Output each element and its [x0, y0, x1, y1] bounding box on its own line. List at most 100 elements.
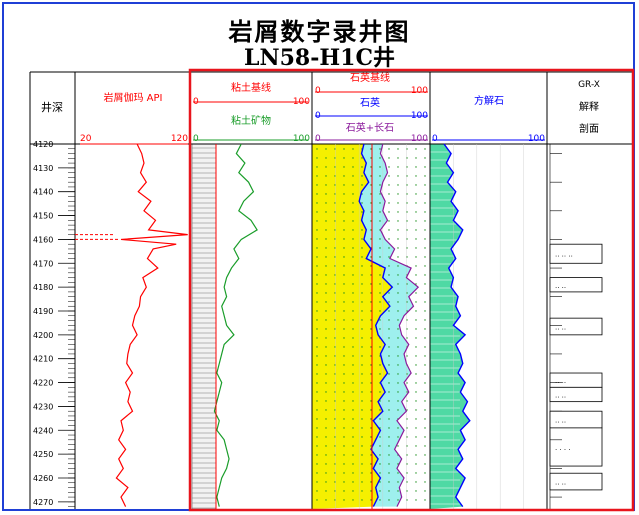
- depth-label: 4270: [33, 498, 53, 507]
- depth-label: 4150: [33, 212, 53, 221]
- quartz-dot: [397, 355, 399, 357]
- quartz-dot: [361, 445, 363, 447]
- quartz-dot: [415, 229, 417, 231]
- depth-label: 4180: [33, 283, 53, 292]
- quartz-dot: [379, 463, 381, 465]
- quartz-dot: [352, 220, 354, 222]
- quartz-dot: [361, 166, 363, 168]
- quartz-dot: [316, 193, 318, 195]
- quartz-dot: [334, 247, 336, 249]
- quartz-dot: [406, 301, 408, 303]
- quartz-dot: [415, 238, 417, 240]
- quartz-dot: [379, 202, 381, 204]
- quartz-dot: [397, 328, 399, 330]
- quartz-dot: [415, 175, 417, 177]
- quartz-dot: [379, 238, 381, 240]
- quartz-dot: [379, 328, 381, 330]
- quartz-dot: [343, 409, 345, 411]
- quartz-dot: [352, 490, 354, 492]
- quartz-dot: [352, 445, 354, 447]
- quartz-dot: [388, 193, 390, 195]
- quartz-dot: [334, 310, 336, 312]
- quartz-dot: [316, 274, 318, 276]
- quartz-dot: [343, 445, 345, 447]
- quartz-dot: [415, 391, 417, 393]
- quartz-dot: [406, 256, 408, 258]
- quartz-dot: [406, 373, 408, 375]
- quartz-dot: [316, 445, 318, 447]
- quartz-dot: [325, 319, 327, 321]
- quartz-dot: [370, 454, 372, 456]
- quartz-dot: [415, 319, 417, 321]
- quartz-dot: [316, 265, 318, 267]
- quartz-dot: [352, 346, 354, 348]
- quartz-dot: [343, 238, 345, 240]
- quartz-dot: [334, 238, 336, 240]
- quartz-dot: [352, 355, 354, 357]
- quartz-curve: [358, 143, 394, 507]
- quartz-dot: [334, 445, 336, 447]
- quartz-dot: [388, 391, 390, 393]
- quartz-dot: [361, 490, 363, 492]
- quartz-dot: [361, 283, 363, 285]
- quartz-dot: [415, 337, 417, 339]
- quartz-dot: [343, 472, 345, 474]
- clay-curve: [213, 143, 258, 507]
- quartz-dot: [424, 499, 426, 501]
- quartz-dot: [379, 364, 381, 366]
- quartz-dot: [325, 409, 327, 411]
- quartz-dot: [361, 247, 363, 249]
- quartz-dot: [316, 355, 318, 357]
- quartz-dot: [352, 256, 354, 258]
- quartz-dot: [415, 490, 417, 492]
- quartz-dot: [388, 265, 390, 267]
- quartz-dot: [424, 427, 426, 429]
- quartz-dot: [370, 220, 372, 222]
- quartz-dot: [415, 364, 417, 366]
- quartz-dot: [352, 175, 354, 177]
- quartz-dot: [325, 193, 327, 195]
- quartz-dot: [325, 202, 327, 204]
- quartz-dot: [388, 445, 390, 447]
- calcite-max: 100: [528, 134, 545, 144]
- quartz-dot: [343, 373, 345, 375]
- quartz-dot: [361, 175, 363, 177]
- quartz-dot: [316, 436, 318, 438]
- quartz-dot: [370, 472, 372, 474]
- quartz-dot: [334, 175, 336, 177]
- quartz-dot: [397, 319, 399, 321]
- quartz-dot: [388, 238, 390, 240]
- quartz-dot: [424, 328, 426, 330]
- quartz-dot: [325, 184, 327, 186]
- quartz-dot: [370, 310, 372, 312]
- clay-mineral-max: 100: [293, 134, 310, 144]
- quartz-dot: [325, 499, 327, 501]
- quartz-dot: [397, 157, 399, 159]
- chart-title: 岩屑数字录井图: [228, 17, 411, 46]
- quartz-dot: [406, 229, 408, 231]
- quartz-dot: [424, 301, 426, 303]
- quartz-dot: [343, 283, 345, 285]
- quartz-dot: [415, 220, 417, 222]
- quartz-dot: [397, 445, 399, 447]
- quartz-dot: [343, 274, 345, 276]
- quartz-dot: [325, 337, 327, 339]
- quartz-baseline-header: 石英基线: [350, 71, 390, 84]
- quartz-dot: [361, 481, 363, 483]
- quartz-dot: [388, 436, 390, 438]
- quartz-dot: [397, 247, 399, 249]
- quartz-dot: [343, 436, 345, 438]
- quartz-dot: [334, 283, 336, 285]
- quartz-dot: [370, 238, 372, 240]
- quartz-dot: [406, 481, 408, 483]
- quartz-dot: [343, 265, 345, 267]
- quartz-dot: [316, 391, 318, 393]
- quartz-dot: [415, 445, 417, 447]
- quartz-dot: [388, 454, 390, 456]
- quartz-dot: [388, 373, 390, 375]
- calcite-header: 方解石: [474, 94, 504, 107]
- quartz-dot: [370, 400, 372, 402]
- quartz-dot: [406, 220, 408, 222]
- quartz-dot: [406, 445, 408, 447]
- quartz-feldspar-min: 0: [315, 134, 321, 144]
